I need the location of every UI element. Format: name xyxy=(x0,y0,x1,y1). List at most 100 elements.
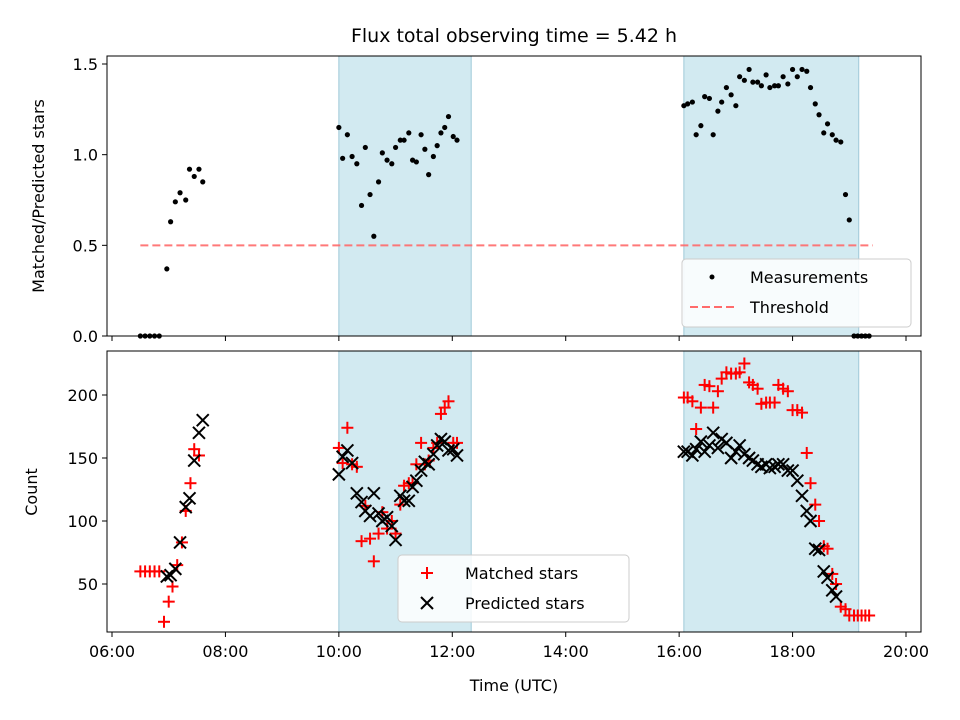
measurement-point xyxy=(164,266,170,272)
measurement-point xyxy=(842,191,849,198)
top-axes-frame xyxy=(106,55,922,337)
predicted-star-point xyxy=(367,486,381,500)
predicted-star-stroke xyxy=(812,543,826,557)
measurement-point xyxy=(183,197,189,203)
measurement-point xyxy=(737,74,743,80)
measurement-point xyxy=(430,153,436,160)
predicted-star-stroke xyxy=(697,444,712,459)
measurement-point xyxy=(172,199,178,205)
predicted-star-point xyxy=(706,426,720,440)
measurement-point xyxy=(794,74,800,80)
predicted-star-stroke xyxy=(397,494,411,508)
predicted-star-point xyxy=(163,568,178,582)
predicted-star-stroke xyxy=(371,506,386,521)
measurement-point xyxy=(846,217,852,223)
predicted-star-point xyxy=(192,426,206,440)
predicted-star-stroke xyxy=(729,444,743,459)
top-y-axis-label: Matched/Predicted stars xyxy=(29,99,48,293)
measurement-point xyxy=(389,161,395,167)
predicted-star-point xyxy=(421,457,436,472)
matched-star-point xyxy=(434,407,447,420)
matched-star-point xyxy=(733,366,746,379)
matched-star-point xyxy=(162,595,175,608)
measurement-point xyxy=(812,101,818,107)
bottom-axes: 06:00 08:00 10:00 12:00 14:00 16:00 18:00 20:00… xyxy=(67,386,929,661)
predicted-star-stroke xyxy=(332,467,346,482)
predicted-star-stroke xyxy=(187,453,201,468)
matched-star-point xyxy=(336,457,349,470)
bottom-panel: 06:00 08:00 10:00 12:00 14:00 16:00 18:00 20:00… xyxy=(22,350,929,695)
predicted-star-stroke xyxy=(367,486,381,500)
matched-star-point xyxy=(171,559,184,572)
measurement-point xyxy=(344,132,350,138)
predicted-star-point xyxy=(409,473,424,488)
predicted-star-point xyxy=(402,494,416,508)
predicted-star-stroke xyxy=(345,456,359,470)
measurement-point xyxy=(719,99,725,105)
predicted-star-stroke xyxy=(163,568,178,582)
predicted-star-stroke xyxy=(385,519,399,533)
legend-matched-label: Matched stars xyxy=(465,564,578,583)
predicted-star-point xyxy=(763,461,777,475)
measurement-point xyxy=(799,66,805,73)
predicted-star-point xyxy=(677,444,691,459)
predicted-star-point xyxy=(685,448,700,463)
predicted-star-point xyxy=(350,486,364,500)
matched-star-point xyxy=(863,609,876,622)
measurement-point xyxy=(741,77,747,83)
matched-star-point xyxy=(703,380,716,393)
predicted-star-point xyxy=(702,438,717,453)
measurement-point xyxy=(702,94,708,100)
matched-star-point xyxy=(438,401,451,414)
matched-star-point xyxy=(364,532,377,545)
measurement-point xyxy=(434,143,440,149)
measurement-point xyxy=(191,173,197,180)
measurement-point xyxy=(767,84,773,91)
measurement-point xyxy=(196,166,202,172)
predicted-star-stroke xyxy=(182,491,197,506)
matched-star-point xyxy=(839,603,852,616)
predicted-star-point xyxy=(380,510,394,524)
predicted-star-stroke xyxy=(724,451,738,465)
predicted-star-stroke xyxy=(446,442,460,456)
top-y-tick-label: 0.0 xyxy=(73,327,98,346)
x-tick-label: 12:00 xyxy=(429,642,475,661)
measurement-point xyxy=(397,137,403,143)
predicted-star-stroke xyxy=(196,413,210,427)
matched-star-point xyxy=(813,515,826,527)
matched-star-point xyxy=(711,385,724,398)
measurement-point xyxy=(186,166,193,172)
matched-star-point xyxy=(715,372,728,385)
measurement-point xyxy=(710,132,716,138)
matched-star-point xyxy=(768,396,781,409)
matched-star-point xyxy=(830,578,843,590)
predicted-star-stroke xyxy=(829,589,843,604)
x-axis-label: Time (UTC) xyxy=(469,676,558,695)
predicted-star-stroke xyxy=(685,448,700,463)
top-y-tick-label: 1.0 xyxy=(73,146,98,165)
bottom-y-axis-label: Count xyxy=(22,468,41,516)
measurement-point xyxy=(200,179,206,185)
matched-star-point xyxy=(796,406,809,419)
predicted-star-point xyxy=(771,457,786,472)
predicted-star-stroke xyxy=(402,494,416,508)
bottom-legend-box xyxy=(397,554,630,623)
measurement-point xyxy=(340,155,346,161)
matched-star-point xyxy=(175,536,188,549)
measurement-point xyxy=(445,113,452,120)
predicted-star-stroke xyxy=(363,509,377,523)
x-tick-label: 14:00 xyxy=(543,642,589,661)
predicted-star-stroke xyxy=(438,434,452,449)
predicted-star-point xyxy=(450,448,464,463)
bottom-legend: Matched stars Predicted stars xyxy=(397,554,630,623)
predicted-star-point xyxy=(168,562,183,576)
measurement-point xyxy=(754,79,761,85)
predicted-star-point xyxy=(332,467,346,482)
predicted-star-stroke xyxy=(771,457,786,472)
top-y-tick-label: 0.5 xyxy=(73,236,98,255)
matched-star-point xyxy=(781,385,794,398)
measurement-point xyxy=(362,144,368,151)
measurement-point xyxy=(829,132,835,138)
predicted-star-stroke xyxy=(677,444,691,459)
predicted-star-stroke xyxy=(335,450,350,464)
